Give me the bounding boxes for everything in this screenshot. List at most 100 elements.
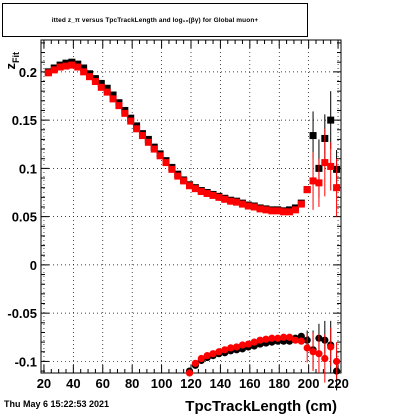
data-point-square xyxy=(162,159,170,167)
data-point-circle xyxy=(297,337,305,345)
data-point-square xyxy=(109,95,117,103)
data-point-square xyxy=(209,191,217,199)
chart-title: itted z_π versus TpcTrackLength and log₁… xyxy=(51,16,259,24)
data-point-circle xyxy=(185,369,194,377)
data-point-circle xyxy=(209,350,217,358)
data-point-square xyxy=(291,206,299,214)
data-point-circle xyxy=(309,348,317,356)
data-point-square xyxy=(44,69,52,77)
data-point-square xyxy=(333,184,341,192)
data-point-square xyxy=(280,208,288,216)
data-point-square xyxy=(321,159,329,167)
data-point-circle xyxy=(315,350,323,358)
data-point-square xyxy=(168,165,176,173)
x-tick-label: 60 xyxy=(96,376,110,391)
data-point-square xyxy=(103,84,111,92)
data-point-square xyxy=(68,61,76,69)
data-point-circle xyxy=(191,359,200,367)
data-point-square xyxy=(97,83,105,91)
data-point-circle xyxy=(227,344,235,352)
data-point-circle xyxy=(303,344,311,352)
x-tick-labels: 20 40 60 80 100 120 140 160 180 200 220 xyxy=(37,376,349,391)
data-point-square xyxy=(297,200,305,208)
data-point-circle xyxy=(274,334,282,342)
data-point-square xyxy=(215,193,223,201)
data-point-square xyxy=(109,91,117,99)
data-point-square xyxy=(268,207,276,215)
data-point-square xyxy=(238,200,246,208)
data-point-circle xyxy=(250,338,258,346)
data-point-circle xyxy=(291,336,300,344)
data-point-square xyxy=(303,186,311,194)
data-point-square xyxy=(286,208,294,216)
x-tick-label: 160 xyxy=(239,376,261,391)
data-point-square xyxy=(121,109,129,117)
title-box: itted z_π versus TpcTrackLength and log₁… xyxy=(2,3,308,37)
data-point-circle xyxy=(215,348,223,356)
data-point-square xyxy=(274,207,282,215)
data-point-square xyxy=(309,132,317,140)
data-point-square xyxy=(103,88,111,96)
x-tick-label: 220 xyxy=(327,376,349,391)
data-point-square xyxy=(156,152,164,160)
data-point-circle xyxy=(244,340,252,348)
data-point-square xyxy=(138,132,146,140)
x-tick-label: 80 xyxy=(125,376,139,391)
data-point-square xyxy=(80,64,88,72)
data-point-circle xyxy=(238,341,247,349)
y-tick-label: 0.05 xyxy=(12,210,37,225)
data-point-square xyxy=(133,125,141,133)
x-tick-label: 40 xyxy=(66,376,80,391)
data-point-square xyxy=(197,188,205,196)
x-tick-label: 100 xyxy=(151,376,173,391)
data-point-circle xyxy=(321,354,329,363)
y-tick-labels: -0.1 -0.05 0 0.05 0.1 0.15 0.2 xyxy=(7,65,37,370)
data-point-square xyxy=(250,203,258,211)
data-point-square xyxy=(221,195,229,203)
data-point-circle xyxy=(256,336,264,344)
x-tick-label: 200 xyxy=(298,376,320,391)
data-point-square xyxy=(62,62,70,70)
data-point-circle xyxy=(280,333,288,341)
data-point-square xyxy=(50,66,58,74)
date-stamp: Thu May 6 15:22:53 2021 xyxy=(4,399,110,409)
data-point-square xyxy=(256,205,264,213)
x-tick-label: 180 xyxy=(268,376,290,391)
y-tick-label: 0.2 xyxy=(19,65,37,80)
data-point-square xyxy=(315,179,323,187)
data-point-square xyxy=(327,162,335,170)
data-point-square xyxy=(327,116,335,124)
data-point-circle xyxy=(327,343,335,351)
data-point-square xyxy=(244,202,252,210)
data-point-square xyxy=(203,189,211,197)
data-point-square xyxy=(174,172,182,180)
y-tick-label: 0.15 xyxy=(12,113,37,128)
data-point-circle xyxy=(332,357,341,366)
data-point-square xyxy=(186,182,194,190)
data-point-square xyxy=(309,177,317,185)
axis-ticks xyxy=(41,40,341,373)
y-tick-label: -0.05 xyxy=(7,306,37,321)
y-tick-label: 0 xyxy=(30,258,37,273)
x-axis-title: TpcTrackLength (cm) xyxy=(185,398,337,414)
y-tick-label: -0.1 xyxy=(15,354,37,369)
data-point-square xyxy=(150,145,158,153)
data-point-circle xyxy=(262,335,270,343)
data-point-square xyxy=(262,206,270,214)
y-axis-title: zFit xyxy=(3,52,21,70)
data-point-square xyxy=(91,78,99,86)
x-tick-label: 140 xyxy=(210,376,232,391)
data-point-circle xyxy=(232,343,241,351)
data-point-square xyxy=(127,117,135,125)
data-point-square xyxy=(144,138,152,146)
y-tick-label: 0.1 xyxy=(19,161,37,176)
data-point-square xyxy=(233,198,241,206)
data-point-square xyxy=(97,79,105,87)
data-point-square xyxy=(180,177,188,185)
x-tick-label: 20 xyxy=(37,376,51,391)
data-points xyxy=(44,58,341,391)
data-point-circle xyxy=(197,354,205,363)
data-point-circle xyxy=(268,334,276,342)
data-point-circle xyxy=(285,333,294,341)
